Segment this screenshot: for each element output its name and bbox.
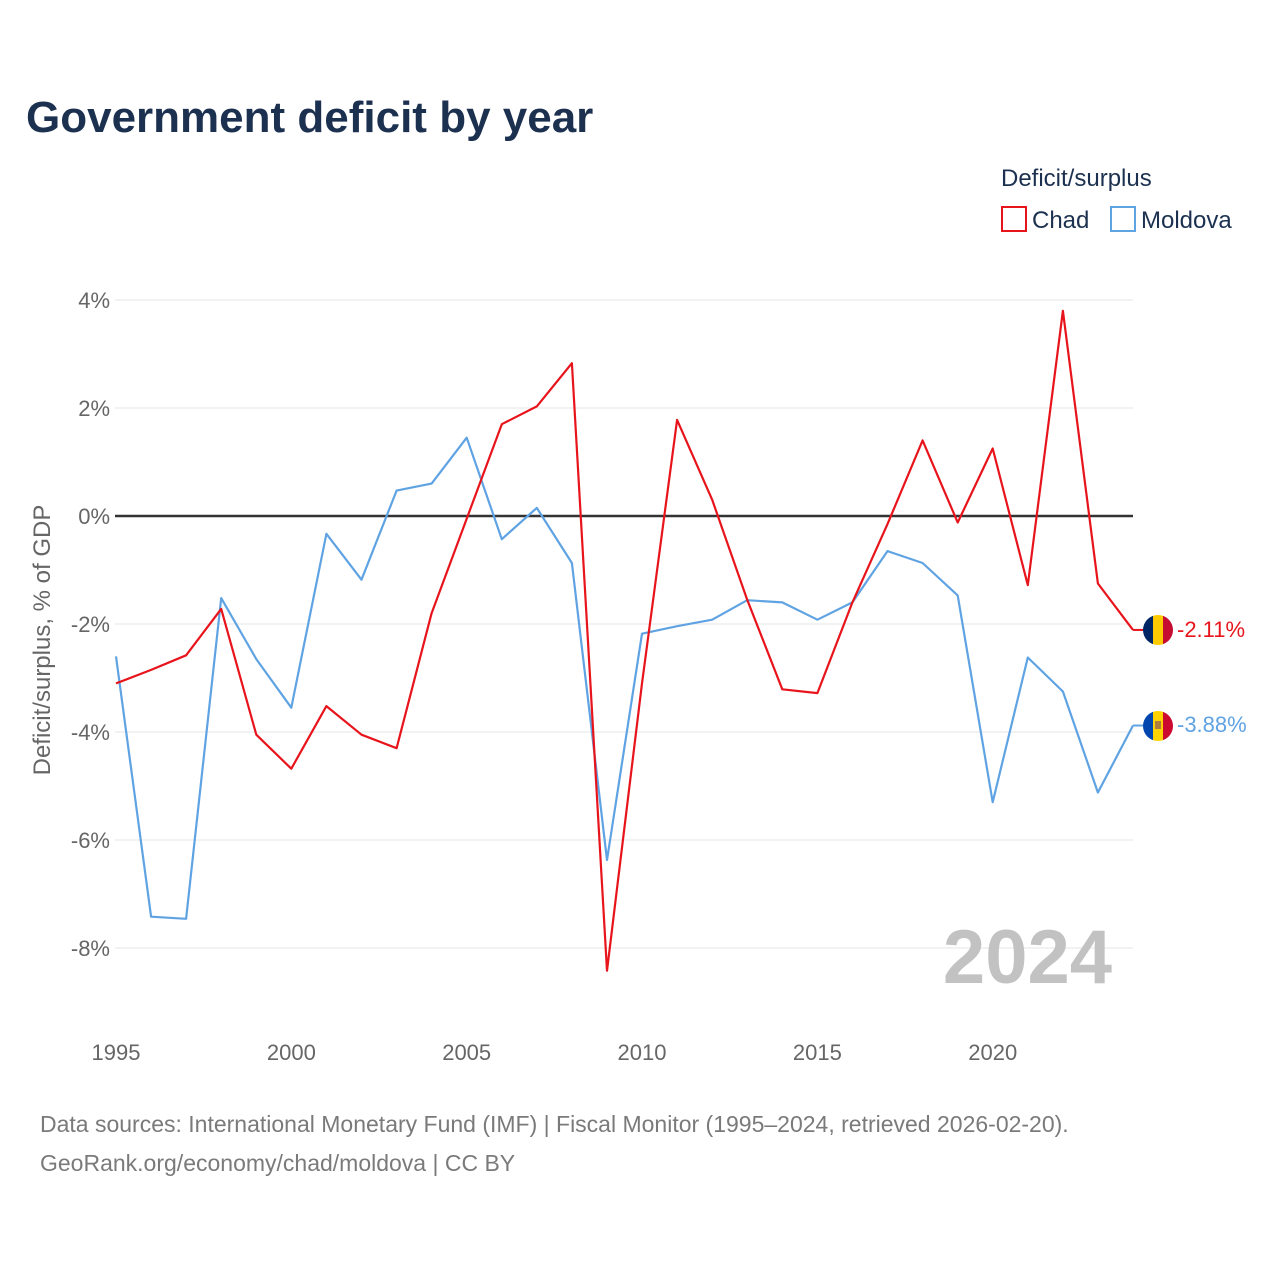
- y-tick-label: -4%: [71, 720, 110, 745]
- y-axis-title: Deficit/surplus, % of GDP: [29, 505, 56, 776]
- legend-label-moldova: Moldova: [1141, 207, 1232, 234]
- x-axis-ticks: 1995 2000 2005 2010 2015 2020: [92, 1040, 1018, 1065]
- source-line-2[interactable]: GeoRank.org/economy/chad/moldova | CC BY: [40, 1150, 515, 1176]
- legend-item-moldova[interactable]: Moldova: [1110, 206, 1232, 234]
- y-tick-label: -2%: [71, 612, 110, 637]
- source-line-1: Data sources: International Monetary Fun…: [40, 1111, 1069, 1137]
- legend-swatch-moldova: [1110, 206, 1136, 232]
- y-tick-label: 0%: [78, 504, 110, 529]
- moldova-end-value: -3.88%: [1177, 712, 1247, 737]
- x-tick-label: 1995: [92, 1040, 141, 1065]
- series-lines: [114, 309, 1143, 972]
- x-tick-label: 2020: [968, 1040, 1017, 1065]
- legend-swatch-chad: [1001, 206, 1027, 232]
- x-tick-label: 2005: [442, 1040, 491, 1065]
- y-tick-label: -6%: [71, 828, 110, 853]
- moldova-flag-icon: [1143, 711, 1173, 741]
- chad-flag-icon: [1143, 615, 1173, 645]
- legend-label-chad: Chad: [1032, 207, 1089, 234]
- legend-item-chad[interactable]: Chad: [1001, 206, 1089, 234]
- x-tick-label: 2015: [793, 1040, 842, 1065]
- series-line-moldova[interactable]: [114, 436, 1134, 920]
- chart-title: Government deficit by year: [26, 93, 593, 142]
- series-line-chad[interactable]: [115, 309, 1134, 972]
- y-tick-label: 4%: [78, 288, 110, 313]
- chad-end-value: -2.11%: [1177, 617, 1245, 642]
- x-tick-label: 2010: [618, 1040, 667, 1065]
- year-watermark: 2024: [943, 915, 1112, 1000]
- x-tick-label: 2000: [267, 1040, 316, 1065]
- y-axis-ticks: 4% 2% 0% -2% -4% -6% -8%: [71, 288, 110, 961]
- legend-title: Deficit/surplus: [1001, 165, 1152, 192]
- gridlines: [115, 299, 1133, 949]
- y-tick-label: 2%: [78, 396, 110, 421]
- y-tick-label: -8%: [71, 936, 110, 961]
